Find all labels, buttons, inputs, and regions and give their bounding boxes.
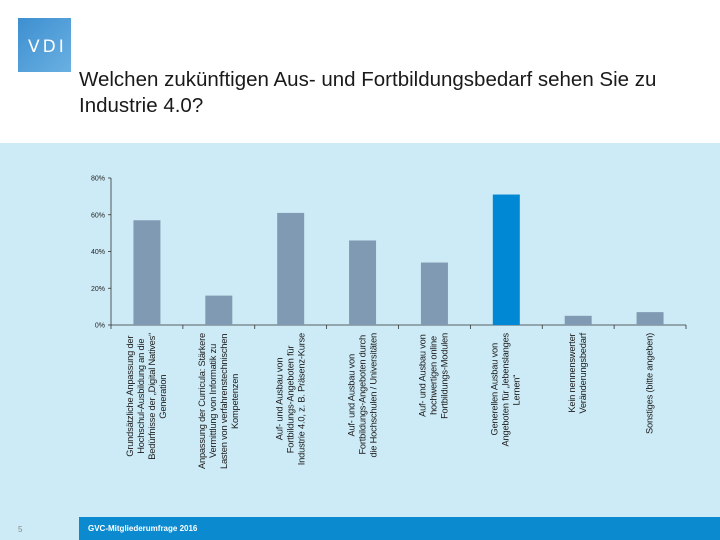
bar — [564, 315, 592, 325]
bar — [133, 220, 161, 325]
vdi-logo: VDI — [18, 18, 71, 72]
footer-text: GVC-Mitgliederumfrage 2016 — [88, 524, 198, 533]
category-label-text: Auf- und Ausbau von hochwertigen online … — [417, 333, 450, 419]
category-label-text: Anpassung der Curricula: Stärkere Vermit… — [196, 333, 240, 470]
page-title: Welchen zukünftigen Aus- und Fortbildung… — [79, 68, 657, 117]
y-tick-label: 80% — [91, 176, 105, 183]
category-label-text: Auf- und Ausbau von Fortbildungs-Angebot… — [274, 333, 307, 466]
category-label-text: Sonstiges (bitte angeben) — [644, 333, 655, 434]
category-label-text: Kein nennenswerter Veränderungsbedarf — [567, 333, 589, 414]
bar — [349, 240, 377, 325]
bar — [205, 295, 233, 325]
y-tick-label: 40% — [91, 249, 105, 256]
bar — [420, 262, 448, 325]
category-label-text: Generellen Ausbau von Angeboten für „leb… — [489, 333, 522, 447]
chart-background — [0, 143, 720, 540]
y-tick-label: 20% — [91, 286, 105, 293]
footer-bar: GVC-Mitgliederumfrage 2016 — [79, 517, 720, 540]
category-label-text: Grundsätzliche Anpassung der Hochschul-A… — [124, 333, 168, 460]
bar — [492, 194, 520, 325]
y-tick-label: 60% — [91, 212, 105, 219]
bar — [636, 312, 664, 325]
category-label-text: Auf- und Ausbau von Fortbildungs-Angebot… — [346, 333, 379, 458]
y-tick-label: 0% — [95, 323, 105, 330]
bar — [277, 212, 305, 325]
page-number: 5 — [18, 525, 23, 534]
